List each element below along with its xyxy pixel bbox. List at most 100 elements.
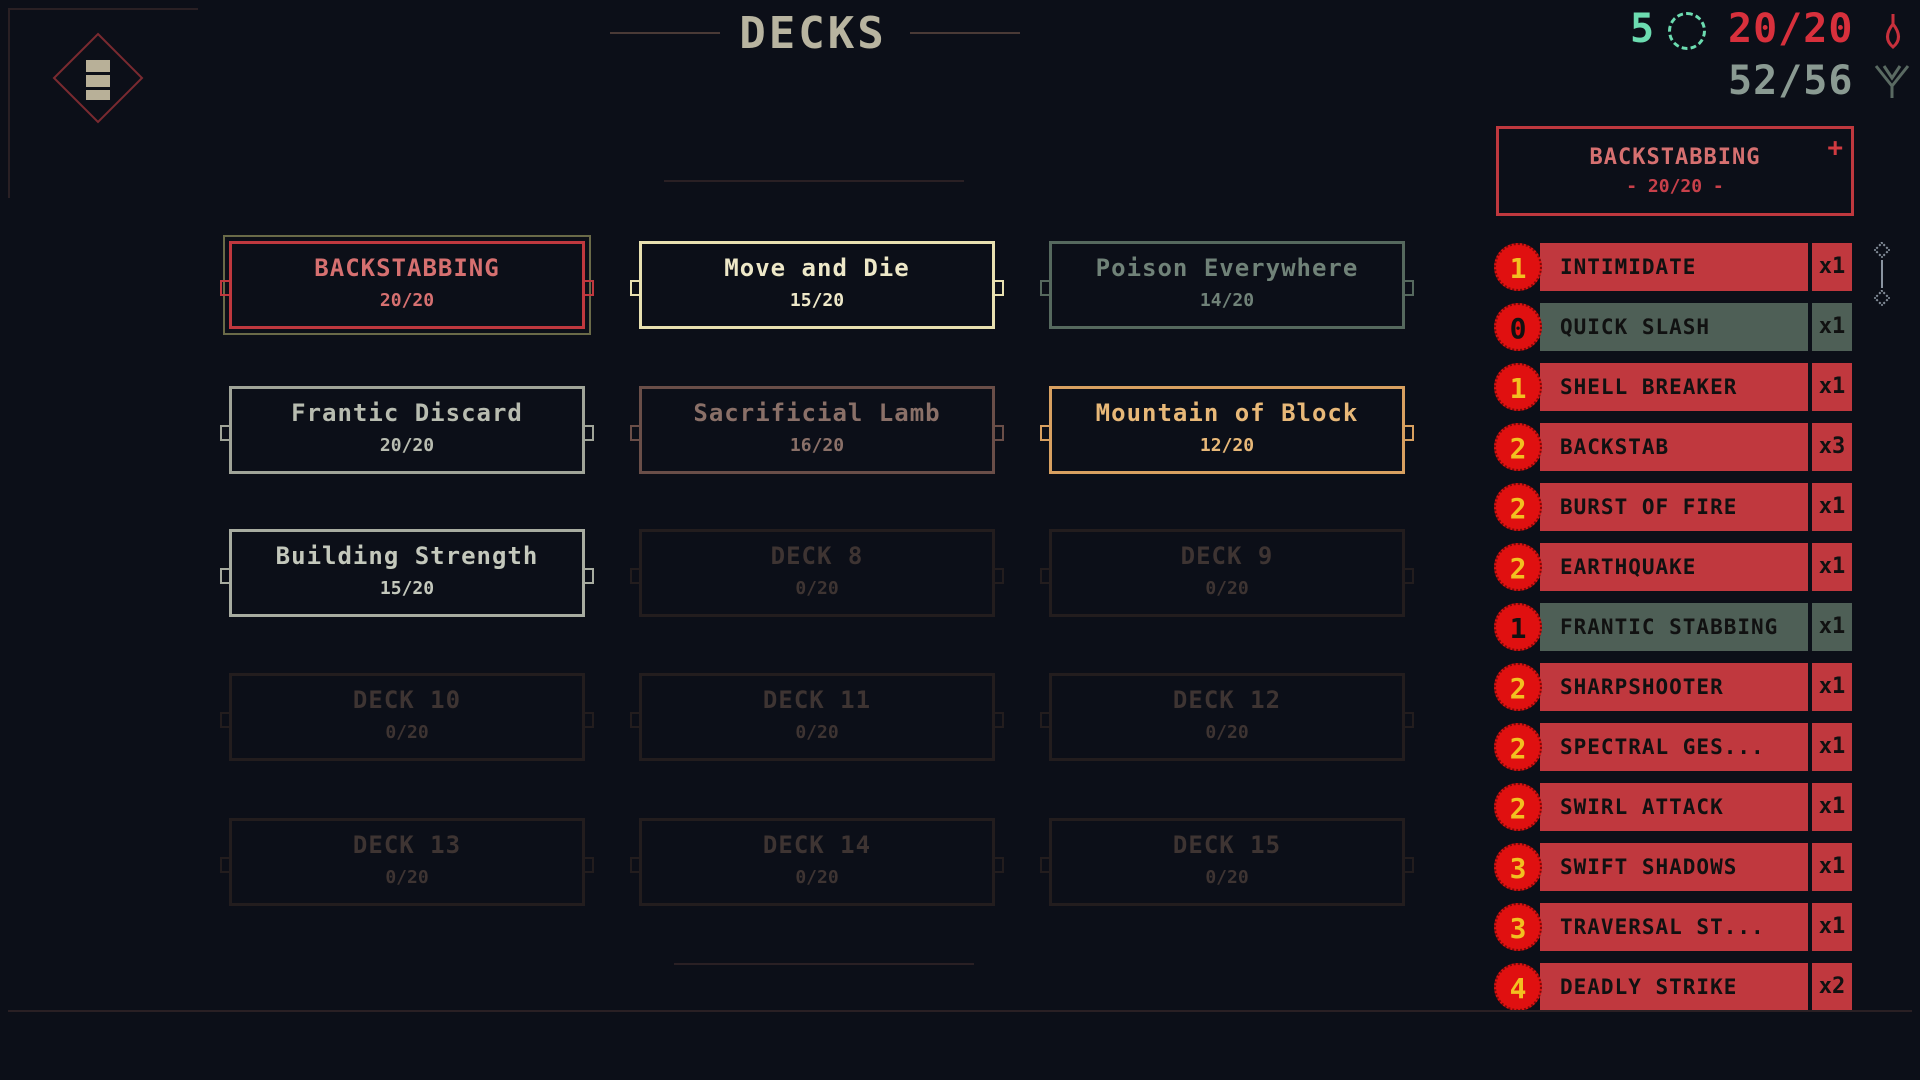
add-card-button[interactable]: + <box>1827 133 1843 163</box>
deck-slot[interactable]: BACKSTABBING 20/20 <box>220 241 594 329</box>
bottom-frame <box>8 1010 1912 1072</box>
card-row[interactable]: BACKSTAB x3 2 <box>1494 421 1860 473</box>
card-row[interactable]: INTIMIDATE x1 1 <box>1494 241 1860 293</box>
card-row[interactable]: EARTHQUAKE x1 2 <box>1494 541 1860 593</box>
card-name: QUICK SLASH <box>1540 303 1852 351</box>
card-row[interactable]: SPECTRAL GES... x1 2 <box>1494 721 1860 773</box>
card-quantity: x1 <box>1808 903 1852 951</box>
deck-slot[interactable]: Frantic Discard 20/20 <box>220 386 594 474</box>
card-quantity: x1 <box>1808 843 1852 891</box>
card-name: SPECTRAL GES... <box>1540 723 1852 771</box>
deck-slot[interactable]: DECK 12 0/20 <box>1040 673 1414 761</box>
deck-card-count: 20/20 <box>379 435 435 456</box>
card-cost-badge: 3 <box>1494 903 1542 951</box>
deck-card-count: 0/20 <box>1205 867 1249 888</box>
card-cost-badge: 3 <box>1494 843 1542 891</box>
card-cost-badge: 2 <box>1494 543 1542 591</box>
card-name: INTIMIDATE <box>1540 243 1852 291</box>
card-row[interactable]: DEADLY STRIKE x2 4 <box>1494 961 1860 1013</box>
card-row[interactable]: SHARPSHOOTER x1 2 <box>1494 661 1860 713</box>
card-row[interactable]: SHELL BREAKER x1 1 <box>1494 361 1860 413</box>
card-cost-badge: 1 <box>1494 603 1542 651</box>
menu-button[interactable] <box>50 30 146 126</box>
deck-slot[interactable]: Sacrificial Lamb 16/20 <box>630 386 1004 474</box>
deck-slot[interactable]: Mountain of Block 12/20 <box>1040 386 1414 474</box>
card-quantity: x1 <box>1808 723 1852 771</box>
card-row[interactable]: BURST OF FIRE x1 2 <box>1494 481 1860 533</box>
card-quantity: x2 <box>1808 963 1852 1011</box>
card-name: TRAVERSAL ST... <box>1540 903 1852 951</box>
deck-card-count: 12/20 <box>1199 435 1255 456</box>
deck-name: Frantic Discard <box>291 399 523 427</box>
card-collection-icon <box>1874 65 1910 98</box>
page-title: DECKS <box>739 8 887 59</box>
corner-frame <box>8 8 198 198</box>
card-quantity: x1 <box>1808 483 1852 531</box>
card-quantity: x1 <box>1808 783 1852 831</box>
deck-name: Poison Everywhere <box>1095 254 1359 282</box>
card-list-scrollbar[interactable] <box>1873 241 1892 312</box>
deck-slot[interactable]: Building Strength 15/20 <box>220 529 594 617</box>
card-quantity: x1 <box>1808 303 1852 351</box>
deck-slot[interactable]: DECK 8 0/20 <box>630 529 1004 617</box>
card-row[interactable]: SWIFT SHADOWS x1 3 <box>1494 841 1860 893</box>
deck-slot[interactable]: DECK 11 0/20 <box>630 673 1004 761</box>
card-cost-badge: 4 <box>1494 963 1542 1011</box>
deck-slot[interactable]: Move and Die 15/20 <box>630 241 1004 329</box>
card-cost-badge: 1 <box>1494 363 1542 411</box>
deck-card-count: 0/20 <box>385 867 429 888</box>
deck-card-count: 0/20 <box>1205 722 1249 743</box>
selected-deck-name: BACKSTABBING <box>1589 145 1761 170</box>
title-ornament-right <box>910 32 1020 34</box>
card-cost-badge: 2 <box>1494 723 1542 771</box>
deck-card-count: 0/20 <box>795 722 839 743</box>
deck-card-count: 0/20 <box>385 722 429 743</box>
card-name: EARTHQUAKE <box>1540 543 1852 591</box>
card-quantity: x1 <box>1808 363 1852 411</box>
card-name: SWIFT SHADOWS <box>1540 843 1852 891</box>
deck-name: Building Strength <box>275 542 539 570</box>
energy-value: 5 <box>1630 6 1656 52</box>
card-quantity: x1 <box>1808 603 1852 651</box>
card-quantity: x1 <box>1808 543 1852 591</box>
deck-slot[interactable]: Poison Everywhere 14/20 <box>1040 241 1414 329</box>
selected-deck-header: BACKSTABBING - 20/20 - + <box>1496 126 1854 216</box>
deck-slot[interactable]: DECK 15 0/20 <box>1040 818 1414 906</box>
deck-icon <box>52 32 144 124</box>
selected-deck-count: - 20/20 - <box>1626 176 1724 197</box>
card-count-value: 52/56 <box>1728 58 1854 104</box>
deck-slot[interactable]: DECK 9 0/20 <box>1040 529 1414 617</box>
card-row[interactable]: SWIRL ATTACK x1 2 <box>1494 781 1860 833</box>
deck-name: DECK 8 <box>770 542 864 570</box>
card-cost-badge: 2 <box>1494 783 1542 831</box>
deck-card-count: 0/20 <box>1205 578 1249 599</box>
blood-drop-icon <box>1886 14 1900 49</box>
deck-slot[interactable]: DECK 13 0/20 <box>220 818 594 906</box>
card-row[interactable]: TRAVERSAL ST... x1 3 <box>1494 901 1860 953</box>
card-name: BACKSTAB <box>1540 423 1852 471</box>
deck-card-count: 0/20 <box>795 867 839 888</box>
card-row[interactable]: QUICK SLASH x1 0 <box>1494 301 1860 353</box>
deck-card-count: 15/20 <box>379 578 435 599</box>
health-value: 20/20 <box>1728 6 1854 52</box>
card-name: BURST OF FIRE <box>1540 483 1852 531</box>
card-quantity: x3 <box>1808 423 1852 471</box>
card-name: SHELL BREAKER <box>1540 363 1852 411</box>
deck-card-count: 15/20 <box>789 290 845 311</box>
card-name: FRANTIC STABBING <box>1540 603 1852 651</box>
card-cost-badge: 2 <box>1494 423 1542 471</box>
scroll-up-icon <box>1873 241 1891 259</box>
card-row[interactable]: FRANTIC STABBING x1 1 <box>1494 601 1860 653</box>
deck-slot[interactable]: DECK 10 0/20 <box>220 673 594 761</box>
grid-ornament-bottom <box>674 963 974 965</box>
scroll-down-icon <box>1873 289 1891 307</box>
grid-ornament-top <box>664 180 964 182</box>
card-quantity: x1 <box>1808 663 1852 711</box>
deck-slot[interactable]: DECK 14 0/20 <box>630 818 1004 906</box>
title-ornament-left <box>610 32 720 34</box>
deck-card-count: 20/20 <box>379 290 435 311</box>
deck-name: DECK 14 <box>762 831 872 859</box>
deck-name: DECK 10 <box>352 686 462 714</box>
deck-name: Sacrificial Lamb <box>693 399 941 427</box>
deck-name: DECK 15 <box>1172 831 1282 859</box>
